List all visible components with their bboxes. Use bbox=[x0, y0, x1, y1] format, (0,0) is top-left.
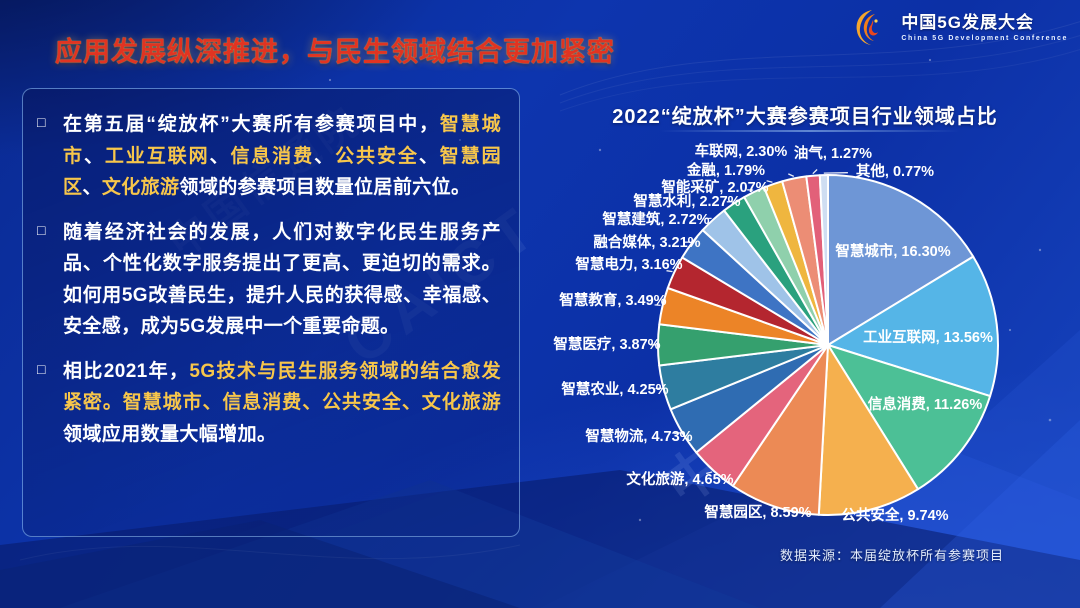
conference-logo: 中国5G发展大会 China 5G Development Conference bbox=[849, 6, 1068, 50]
bullet-text: 相比2021年，5G技术与民生服务领域的结合愈发紧密。智慧城市、信息消费、公共安… bbox=[63, 360, 502, 445]
bullet-item-1: □ 在第五届“绽放杯”大赛所有参赛项目中，智慧城市、工业互联网、信息消费、公共安全… bbox=[37, 109, 501, 204]
pie-slice-工业互联网[interactable] bbox=[827, 255, 999, 398]
pie-label-智慧水利: 智慧水利, 2.27% bbox=[633, 192, 740, 210]
pie-label-金融: 金融, 1.79% bbox=[686, 161, 765, 179]
logo-title: 中国5G发展大会 bbox=[901, 12, 1034, 32]
pie-label-leader bbox=[812, 169, 818, 175]
bullet-marker: □ bbox=[37, 114, 46, 130]
pie-label-智慧教育: 智慧教育, 3.49% bbox=[559, 291, 666, 309]
pie-label-智能采矿: 智能采矿, 2.07% bbox=[661, 178, 768, 196]
pie-label-智慧园区: 智慧园区, 8.59% bbox=[704, 503, 811, 521]
pie-label-油气: 油气, 1.27% bbox=[794, 144, 872, 162]
pie-slice-信息消费[interactable] bbox=[827, 344, 992, 491]
bullet-marker: □ bbox=[37, 360, 46, 377]
pie-slice-其他[interactable] bbox=[818, 174, 829, 346]
data-source-note: 数据来源：本届绽放杯所有参赛项目 bbox=[779, 548, 1004, 563]
bullet-text: 随着经济社会的发展，人们对数字化民生服务产品、个性化数字服务提出了更高、更迫切的… bbox=[63, 221, 501, 338]
pie-label-公共安全: 公共安全, 9.74% bbox=[841, 506, 948, 524]
bullet-marker: □ bbox=[37, 221, 46, 238]
pie-label-智慧物流: 智慧物流, 4.73% bbox=[585, 427, 692, 445]
pie-label-工业互联网: 工业互联网, 13.56% bbox=[863, 329, 993, 346]
bullet-text: 在第五届“绽放杯”大赛所有参赛项目中，智慧城市、工业互联网、信息消费、公共安全、… bbox=[63, 114, 502, 199]
pie-slice-公共安全[interactable] bbox=[817, 344, 919, 517]
pie-label-leader bbox=[706, 471, 713, 475]
pie-label-融合媒体: 融合媒体, 3.21% bbox=[593, 233, 700, 251]
chart-title: 2022“绽放杯”大赛参赛项目行业领域占比 bbox=[612, 106, 998, 128]
pie-label-leader bbox=[674, 432, 681, 435]
pie-label-leader bbox=[654, 304, 661, 307]
pie-label-leader bbox=[788, 173, 795, 177]
pie-label-文化旅游: 文化旅游, 4.65% bbox=[626, 470, 733, 488]
pie-label-车联网: 车联网, 2.30% bbox=[695, 142, 788, 160]
phoenix-icon bbox=[856, 10, 879, 45]
logo-subtitle: China 5G Development Conference bbox=[901, 34, 1068, 42]
chart-title-underline bbox=[660, 130, 960, 132]
page-title: 应用发展纵深推进，与民生领域结合更加紧密 bbox=[55, 37, 615, 67]
pie-label-其他: 其他, 0.77% bbox=[856, 162, 934, 180]
key-points-panel: □ 在第五届“绽放杯”大赛所有参赛项目中，智慧城市、工业互联网、信息消费、公共安全… bbox=[22, 88, 520, 537]
pie-label-智慧医疗: 智慧医疗, 3.87% bbox=[553, 335, 660, 353]
pie-label-智慧建筑: 智慧建筑, 2.72% bbox=[602, 210, 709, 228]
pie-label-leader bbox=[766, 180, 773, 183]
pie-label-智慧电力: 智慧电力, 3.16% bbox=[575, 255, 682, 273]
bullet-item-2: □ 随着经济社会的发展，人们对数字化民生服务产品、个性化数字服务提出了更高、更迫切… bbox=[37, 217, 501, 343]
bullet-item-3: □ 相比2021年，5G技术与民生服务领域的结合愈发紧密。智慧城市、信息消费、公共… bbox=[37, 356, 501, 451]
pie-label-智慧城市: 智慧城市, 16.30% bbox=[835, 242, 950, 260]
pie-label-智慧农业: 智慧农业, 4.25% bbox=[561, 380, 668, 398]
pie-slice-智慧城市[interactable] bbox=[827, 174, 975, 346]
pie-slice-智慧园区[interactable] bbox=[731, 344, 829, 516]
pie-label-信息消费: 信息消费, 11.26% bbox=[868, 395, 983, 413]
pie-label-leader bbox=[666, 270, 673, 273]
